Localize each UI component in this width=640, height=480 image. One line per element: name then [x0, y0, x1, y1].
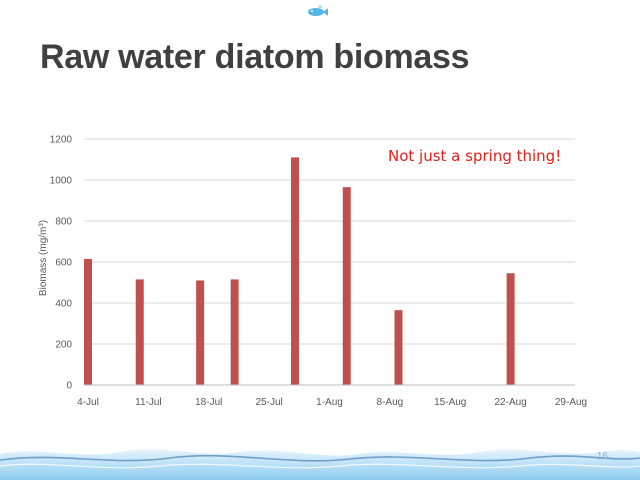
- bar: [84, 258, 92, 385]
- x-tick-label: 8-Aug: [377, 397, 404, 408]
- y-tick-label: 800: [55, 217, 72, 228]
- water-wave-band: [0, 449, 640, 480]
- x-tick-label: 18-Jul: [195, 397, 222, 408]
- y-tick-label: 0: [66, 381, 72, 392]
- x-tick-label: 1-Aug: [316, 397, 343, 408]
- bars: [84, 157, 515, 385]
- x-tick-label: 11-Jul: [135, 397, 162, 408]
- y-tick-label: 1200: [50, 135, 73, 146]
- bar: [135, 279, 144, 385]
- bar: [196, 280, 205, 385]
- bar: [291, 157, 299, 385]
- x-tick-label: 22-Aug: [495, 397, 527, 408]
- bar: [342, 187, 351, 385]
- y-tick-label: 200: [55, 340, 72, 351]
- x-tick-label: 29-Aug: [555, 397, 587, 408]
- x-tick-label: 15-Aug: [434, 397, 466, 408]
- water-drop-fish-icon: [308, 5, 328, 16]
- page-number: 16: [596, 451, 608, 462]
- y-tick-label: 1000: [50, 176, 73, 187]
- y-axis-label: Biomass (mg/m³): [38, 220, 49, 296]
- x-tick-label: 25-Jul: [256, 397, 283, 408]
- bar-chart: 0 200 400 600 800 1000 1200 4-Jul 11-Jul 18-Jul 2…: [38, 135, 587, 409]
- bar: [506, 273, 515, 385]
- y-tick-label: 400: [55, 299, 72, 310]
- slide-title: Raw water diatom biomass: [40, 38, 470, 76]
- bar: [230, 279, 239, 385]
- chart-annotation: Not just a spring thing!: [388, 147, 562, 165]
- gridlines: [84, 138, 575, 345]
- bar: [394, 310, 403, 385]
- x-tick-label: 4-Jul: [77, 397, 99, 408]
- y-tick-label: 600: [55, 258, 72, 269]
- y-tick-labels: 0 200 400 600 800 1000 1200: [50, 135, 73, 392]
- x-tick-labels: 4-Jul 11-Jul 18-Jul 25-Jul 1-Aug 8-Aug 15-Aug 2…: [77, 397, 587, 408]
